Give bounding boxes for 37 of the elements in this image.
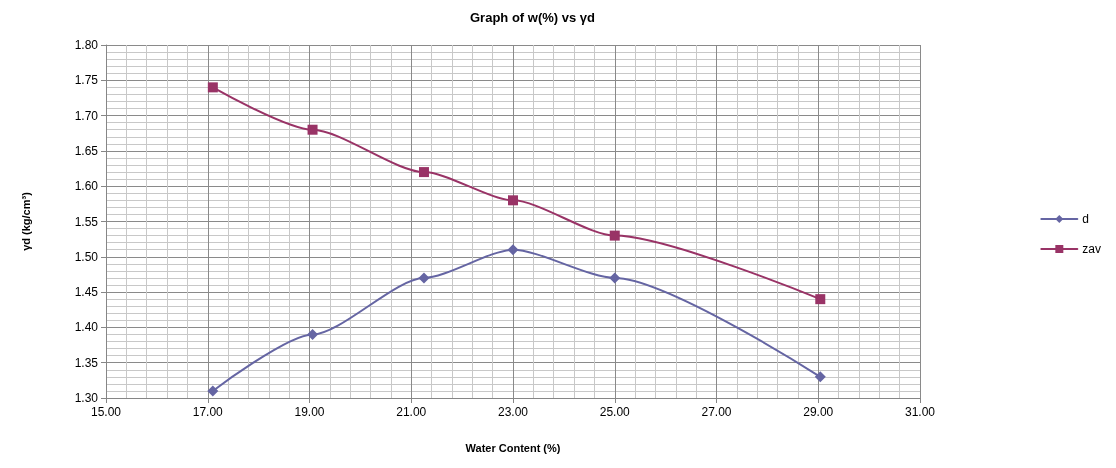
y-tick-label: 1.35 — [74, 355, 99, 370]
point — [508, 195, 518, 206]
x-tick-label: 29.00 — [803, 405, 834, 419]
x-tick-label: 31.00 — [904, 405, 936, 419]
y-tick-label: 1.80 — [74, 38, 99, 52]
point — [207, 82, 218, 93]
point — [207, 385, 219, 397]
point — [609, 230, 620, 241]
y-tick-label: 1.50 — [74, 249, 99, 264]
point — [609, 272, 621, 284]
x-tick-label: 27.00 — [701, 405, 732, 419]
y-tick-label: 1.40 — [74, 320, 99, 335]
y-tick-label: 1.45 — [74, 285, 99, 300]
point — [307, 124, 318, 135]
point — [507, 244, 519, 256]
point — [815, 294, 826, 305]
chart-title: Graph of w(%) vs γd — [470, 10, 596, 25]
y-tick-label: 1.65 — [74, 143, 99, 158]
point — [418, 272, 430, 284]
legend-label: d — [1082, 212, 1090, 226]
x-tick-label: 21.00 — [396, 405, 427, 419]
x-axis-title: Water Content (%) — [465, 441, 561, 454]
x-tick-label: 15.00 — [90, 405, 122, 419]
x-tick-label: 17.00 — [192, 405, 224, 419]
point — [418, 167, 429, 178]
y-tick-label: 1.70 — [74, 108, 99, 123]
x-tick-label: 25.00 — [599, 405, 631, 419]
point — [814, 371, 826, 383]
y-tick-label: 1.60 — [74, 179, 99, 194]
y-axis-title: γd (kg/cm³) — [19, 191, 32, 251]
y-tick-label: 1.30 — [74, 391, 99, 405]
point — [307, 328, 319, 340]
legend-label: zav — [1082, 242, 1102, 256]
y-tick-label: 1.55 — [74, 214, 99, 229]
x-tick-label: 19.00 — [294, 405, 325, 419]
x-tick-label: 23.00 — [497, 405, 529, 419]
y-tick-label: 1.75 — [74, 73, 99, 88]
